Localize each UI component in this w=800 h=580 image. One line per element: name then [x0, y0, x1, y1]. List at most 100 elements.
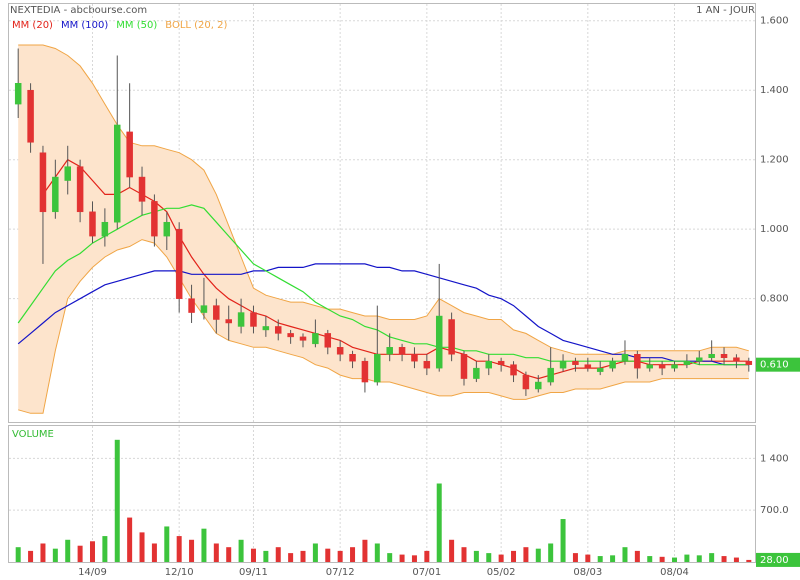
candle-body	[535, 381, 542, 390]
volume-bar	[15, 547, 21, 562]
x-tick-label: 05/02	[487, 567, 516, 578]
candle-body	[646, 364, 653, 369]
volume-title: VOLUME	[12, 429, 54, 440]
volume-bar	[610, 555, 616, 562]
last-volume: 28.00	[760, 555, 789, 566]
x-tick-label: 07/01	[412, 567, 441, 578]
candle-body	[745, 360, 753, 365]
volume-bar	[696, 555, 702, 562]
candle-body	[250, 312, 257, 327]
legend-entry: MM (100)	[61, 20, 108, 31]
volume-bar	[102, 536, 108, 562]
candle-body	[460, 354, 468, 379]
legend-entry: MM (50)	[116, 20, 157, 31]
candle-body	[374, 354, 381, 383]
candle-body	[151, 201, 158, 237]
candle-body	[510, 364, 517, 376]
candle-body	[497, 360, 505, 365]
volume-bar	[585, 554, 591, 562]
candle-body	[621, 354, 629, 362]
axes: 0.800 1.000 1.200 1.400 1.600 700.0 1 400 14/09…	[12, 16, 800, 578]
candle-body	[64, 166, 71, 181]
candle-body	[609, 360, 616, 369]
y-tick-label: 0.800	[760, 294, 789, 305]
volume-bar	[250, 548, 256, 562]
volume-bar	[721, 556, 727, 562]
candle-body	[237, 312, 245, 327]
volume-bar	[139, 532, 145, 562]
y-tick-label: 1.200	[760, 155, 789, 166]
candle-body	[324, 333, 332, 348]
volume-bar	[114, 439, 120, 562]
volume-bar	[325, 548, 331, 562]
y-tick-label: 1.400	[760, 85, 789, 96]
chart-title: NEXTEDIA - abcbourse.com	[10, 5, 147, 16]
candles	[14, 48, 753, 396]
volume-bar	[201, 528, 207, 562]
candle-body	[274, 326, 282, 334]
volume-bar	[337, 550, 343, 562]
candle-body	[138, 176, 146, 202]
volume-bar	[77, 545, 83, 562]
volume-bar	[362, 539, 368, 562]
candle-body	[299, 336, 307, 341]
candle-body	[398, 347, 406, 355]
candle-body	[287, 333, 294, 338]
volume-bar	[548, 543, 554, 562]
x-tick-label: 08/04	[660, 567, 689, 578]
y-tick-label: 1.000	[760, 224, 789, 235]
volume-bar	[40, 543, 46, 562]
volume-bar	[572, 553, 578, 562]
candle-body	[27, 89, 34, 143]
y2-tick-label: 700.0	[760, 505, 789, 516]
x-tick-label: 08/03	[573, 567, 602, 578]
candle-body	[349, 354, 356, 362]
y-tick-label: 1.600	[760, 16, 789, 27]
volume-bar	[312, 543, 318, 562]
last-price-box	[756, 357, 800, 372]
candle-body	[547, 367, 554, 383]
candle-body	[200, 305, 208, 313]
volume-bar	[436, 483, 442, 562]
volume-bar	[213, 543, 219, 562]
candle-body	[262, 326, 270, 331]
volume-bar	[597, 556, 603, 562]
candle-body	[720, 354, 728, 358]
last-price: 0.610	[760, 360, 789, 371]
candle-body	[76, 166, 84, 213]
x-tick-label: 09/11	[239, 567, 268, 578]
band-upper	[18, 44, 749, 355]
candle-body	[14, 83, 22, 105]
legend-entry: BOLL (20, 2)	[165, 20, 227, 31]
volume-bar	[634, 550, 640, 562]
candle-body	[584, 364, 592, 369]
volume-bar	[622, 547, 628, 562]
volume-bar	[300, 550, 306, 562]
volume-bar	[89, 541, 95, 562]
candle-body	[448, 319, 455, 355]
volume-bar	[709, 553, 715, 562]
volume-bar	[535, 548, 541, 562]
candle-body	[522, 374, 530, 390]
x-tick-label: 07/12	[326, 567, 355, 578]
volume-bar	[560, 519, 566, 562]
volume-bar	[176, 536, 182, 562]
candle-body	[634, 354, 641, 369]
candle-body	[708, 354, 715, 358]
volume-bar	[399, 554, 405, 562]
y2-tick-label: 1 400	[760, 453, 789, 464]
candle-body	[188, 298, 195, 313]
volume-bar	[288, 553, 294, 562]
candle-body	[435, 315, 443, 369]
candle-body	[39, 152, 47, 213]
volume-bar	[164, 526, 170, 562]
volume-bar	[461, 547, 467, 562]
band-lower	[18, 239, 749, 414]
volume-bar	[424, 550, 430, 562]
volume-bar	[275, 547, 281, 562]
candle-body	[52, 176, 59, 213]
volume-bar	[733, 557, 739, 562]
volume-bar	[52, 548, 58, 562]
volume-bar	[511, 550, 517, 562]
